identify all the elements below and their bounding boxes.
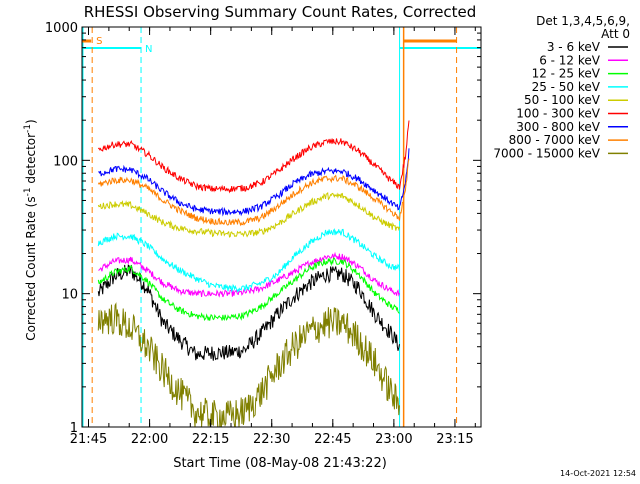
- legend-entry-label: 300 - 800 keV: [516, 120, 600, 134]
- y-axis-label-sup1: -1: [23, 187, 33, 196]
- y-axis-label-sup2: -1: [23, 124, 33, 133]
- y-axis-label-end: ): [24, 119, 38, 124]
- x-tick-label: 21:45: [70, 432, 107, 447]
- x-tick-label: 22:45: [314, 432, 351, 447]
- x-tick-label: 23:00: [375, 432, 412, 447]
- series-line: [98, 148, 410, 217]
- series-line: [97, 120, 410, 194]
- svg-text:Corrected Count Rate (s-1 dete: Corrected Count Rate (s-1 detector-1): [23, 119, 38, 340]
- y-axis-label-mid: detector: [24, 133, 38, 188]
- saa-label: S: [96, 36, 102, 47]
- legend-entry-label: 3 - 6 keV: [547, 40, 601, 54]
- series-line: [97, 302, 400, 427]
- x-tick-label: 22:00: [131, 432, 168, 447]
- x-tick-label: 22:15: [192, 432, 229, 447]
- timestamp: 14-Oct-2021 12:54: [560, 469, 636, 478]
- series-line: [97, 264, 400, 361]
- legend-entry-label: 12 - 25 keV: [532, 67, 601, 81]
- chart-title: RHESSI Observing Summary Count Rates, Co…: [84, 3, 477, 21]
- series-line: [98, 251, 400, 298]
- legend-entry-label: 25 - 50 keV: [532, 80, 601, 94]
- legend-entry-label: 100 - 300 keV: [516, 107, 600, 121]
- legend-header-line-1: Det 1,3,4,5,6,9,: [536, 14, 630, 28]
- series-line: [97, 228, 400, 293]
- series-line: [97, 158, 410, 227]
- night-label: N: [145, 44, 152, 55]
- x-axis-label: Start Time (08-May-08 21:43:22): [173, 456, 387, 471]
- y-tick-label: 100: [53, 154, 78, 169]
- legend-entry-label: 7000 - 15000 keV: [493, 146, 600, 160]
- x-tick-label: 22:30: [253, 432, 290, 447]
- legend-entry-label: 50 - 100 keV: [524, 93, 601, 107]
- x-tick-label: 23:15: [436, 432, 473, 447]
- y-tick-label: 1000: [45, 21, 78, 36]
- legend-entry-label: 800 - 7000 keV: [509, 133, 601, 147]
- y-axis-label: Corrected Count Rate (s-1 detector-1): [23, 119, 38, 340]
- plot-frame: [81, 26, 482, 428]
- y-axis-label-main: Corrected Count Rate (s: [24, 196, 38, 340]
- y-tick-label: 1: [70, 421, 78, 436]
- legend-header-line-2: Att 0: [601, 27, 630, 41]
- series-line: [97, 257, 400, 322]
- y-tick-label: 10: [61, 288, 78, 303]
- legend-entry-label: 6 - 12 keV: [539, 53, 601, 67]
- series-line: [97, 191, 400, 238]
